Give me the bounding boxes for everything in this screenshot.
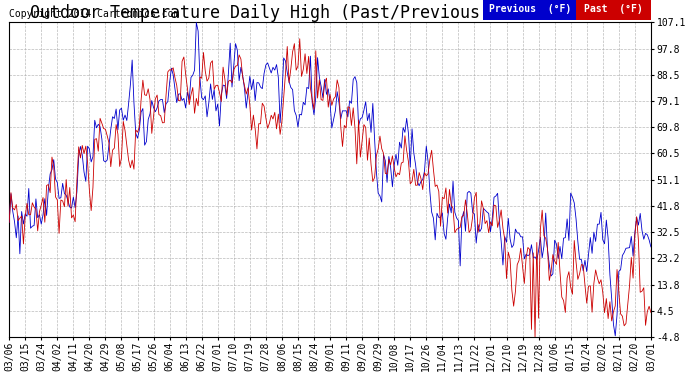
Title: Outdoor Temperature Daily High (Past/Previous Year) 20140306: Outdoor Temperature Daily High (Past/Pre… xyxy=(30,4,630,22)
Text: Past  (°F): Past (°F) xyxy=(584,4,643,14)
Text: Copyright 2014 Cartronics.com: Copyright 2014 Cartronics.com xyxy=(9,9,179,19)
Text: Previous  (°F): Previous (°F) xyxy=(489,4,571,14)
